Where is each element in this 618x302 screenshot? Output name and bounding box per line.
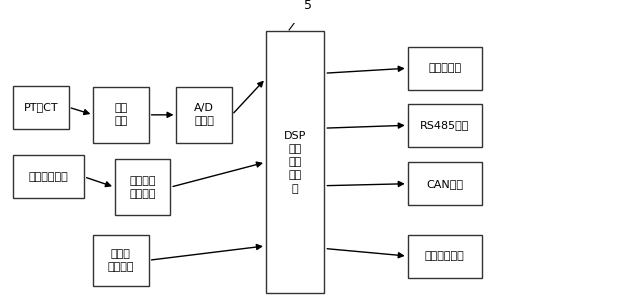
Bar (408, 47, 481, 90)
Bar (115, 159, 171, 215)
Bar (408, 162, 481, 205)
Bar (176, 87, 232, 143)
Text: A/D
转换器: A/D 转换器 (194, 103, 214, 127)
Bar (93, 87, 149, 143)
Text: 以太网通信: 以太网通信 (428, 63, 461, 73)
Text: 通信输入电路: 通信输入电路 (28, 172, 69, 182)
Text: 模拟
开关: 模拟 开关 (114, 103, 127, 127)
Bar (266, 31, 324, 293)
Text: 遥控输出电路: 遥控输出电路 (425, 251, 465, 261)
Bar (93, 235, 149, 286)
Text: PT、CT: PT、CT (23, 102, 58, 112)
Text: RS485通信: RS485通信 (420, 120, 469, 130)
Text: 5: 5 (303, 0, 311, 12)
Text: DSP
数字
信号
处理
器: DSP 数字 信号 处理 器 (284, 131, 307, 194)
Text: 地址译码
数据传输: 地址译码 数据传输 (129, 175, 156, 199)
Bar (408, 235, 481, 278)
Bar (408, 104, 481, 147)
Text: 电源、
实时时钟: 电源、 实时时钟 (108, 249, 134, 272)
Bar (13, 155, 84, 198)
Text: CAN通信: CAN通信 (426, 179, 463, 189)
Bar (13, 85, 69, 129)
